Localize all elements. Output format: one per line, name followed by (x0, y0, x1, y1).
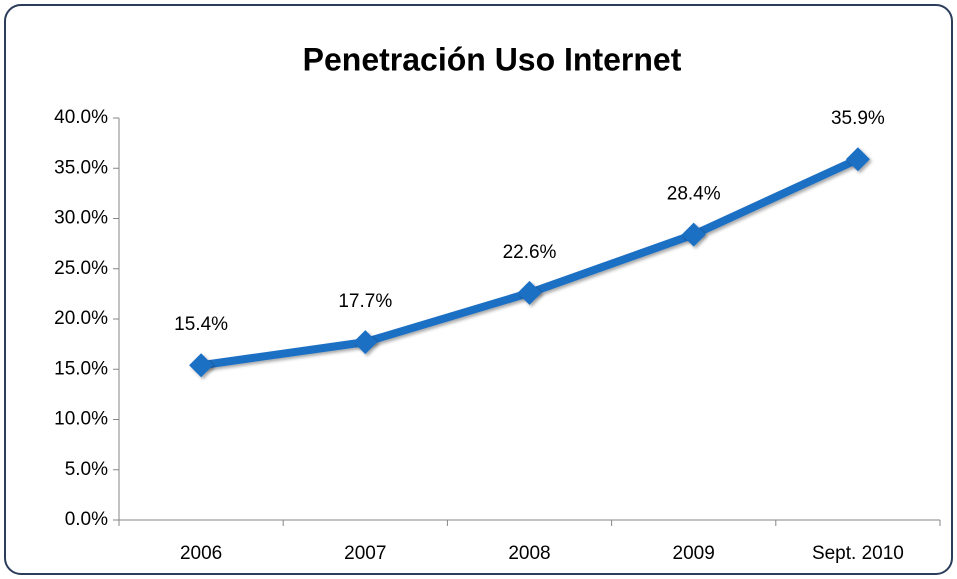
x-tick-label: 2008 (508, 543, 550, 564)
point-marker (353, 330, 378, 355)
y-tick-label: 25.0% (54, 258, 108, 279)
point-marker (845, 147, 870, 172)
x-tick-label: 2009 (673, 543, 715, 564)
y-tick-label: 15.0% (54, 358, 108, 379)
y-tick-label: 35.0% (54, 157, 108, 178)
x-tick-label: Sept. 2010 (812, 543, 904, 564)
y-tick-label: 5.0% (65, 459, 108, 480)
data-label: 17.7% (338, 291, 392, 312)
point-marker (189, 353, 214, 378)
data-label: 28.4% (667, 184, 721, 205)
data-label: 35.9% (831, 108, 885, 129)
y-tick-label: 30.0% (54, 208, 108, 229)
y-tick-label: 10.0% (54, 409, 108, 430)
x-tick-label: 2006 (180, 543, 222, 564)
y-tick-label: 20.0% (54, 308, 108, 329)
chart-title: Penetración Uso Internet (303, 41, 682, 77)
y-tick-label: 0.0% (65, 509, 108, 530)
y-tick-label: 40.0% (54, 107, 108, 128)
point-marker (681, 222, 706, 247)
x-tick-label: 2007 (344, 543, 386, 564)
point-marker (517, 280, 542, 305)
data-label: 22.6% (503, 242, 557, 263)
data-label: 15.4% (174, 314, 228, 335)
chart-border (4, 4, 953, 575)
